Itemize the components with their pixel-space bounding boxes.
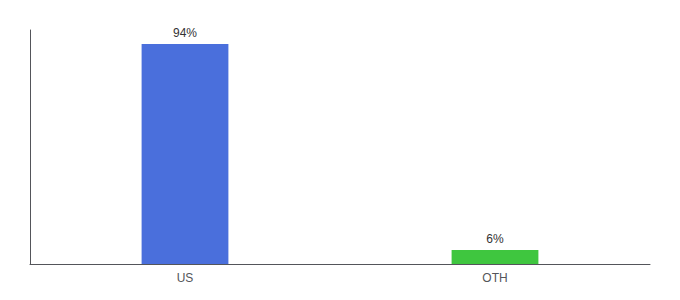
svg-text:OTH: OTH [482, 271, 507, 285]
svg-text:94%: 94% [173, 26, 197, 40]
svg-text:6%: 6% [486, 232, 504, 246]
svg-text:US: US [177, 271, 194, 285]
